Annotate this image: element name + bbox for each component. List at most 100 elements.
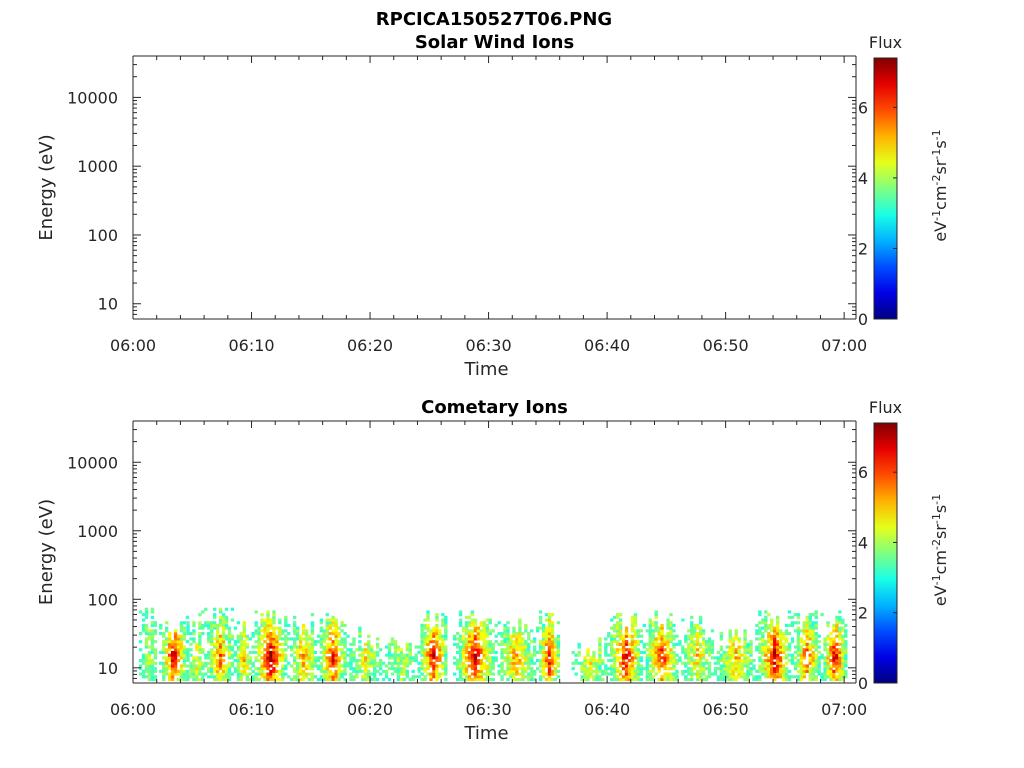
heatmap-cell: [776, 632, 780, 636]
heatmap-cell: [322, 675, 326, 679]
heatmap-cell: [719, 648, 724, 652]
heatmap-cell: [236, 656, 241, 660]
heatmap-cell: [657, 648, 661, 652]
heatmap-cell: [728, 659, 732, 663]
heatmap-cell: [737, 664, 741, 668]
heatmap-cell: [817, 656, 821, 660]
heatmap-cell: [832, 659, 836, 663]
heatmap-cell: [189, 675, 193, 679]
heatmap-cell: [506, 648, 510, 652]
heatmap-cell: [346, 653, 350, 657]
heatmap-cell: [473, 621, 478, 625]
heatmap-cell: [613, 650, 617, 655]
heatmap-cell: [802, 675, 807, 679]
heatmap-cell: [488, 632, 492, 636]
heatmap-cell: [722, 672, 727, 676]
heatmap-cell: [669, 634, 673, 638]
heatmap-cell: [310, 626, 315, 630]
heatmap-cell: [313, 642, 318, 646]
heatmap-cell: [173, 661, 178, 665]
heatmap-cell: [328, 656, 332, 660]
heatmap-cell: [636, 661, 641, 665]
heatmap-cell: [618, 656, 623, 660]
heatmap-cell: [515, 632, 519, 636]
heatmap-cell: [173, 669, 178, 673]
heatmap-cell: [162, 634, 166, 638]
heatmap-cell: [613, 640, 617, 644]
heatmap-cell: [844, 661, 848, 665]
heatmap-cell: [153, 621, 158, 625]
heatmap-cell: [613, 675, 617, 679]
heatmap-cell: [284, 648, 288, 652]
heatmap-cell: [832, 640, 836, 644]
heatmap-cell: [657, 645, 661, 649]
heatmap-cell: [764, 640, 768, 644]
heatmap-cell: [358, 653, 362, 657]
heatmap-cell: [153, 677, 158, 682]
y-tick-label: 100: [87, 226, 118, 245]
heatmap-cell: [829, 677, 833, 682]
heatmap-cell: [814, 610, 818, 614]
heatmap-cell: [773, 677, 777, 682]
heatmap-cell: [373, 653, 377, 657]
colorbar-tick-label: 2: [858, 239, 868, 258]
heatmap-cell: [153, 656, 158, 660]
heatmap-cell: [761, 667, 765, 671]
heatmap-cell: [337, 626, 341, 630]
heatmap-cell: [295, 629, 300, 633]
heatmap-cell: [221, 650, 226, 655]
heatmap-cell: [684, 637, 688, 641]
heatmap-cell: [257, 637, 261, 641]
heatmap-cell: [701, 642, 706, 646]
heatmap-cell: [390, 664, 395, 668]
heatmap-cell: [476, 648, 481, 652]
heatmap-cell: [787, 623, 792, 628]
heatmap-cell: [826, 664, 830, 668]
heatmap-cell: [384, 653, 389, 657]
heatmap-cell: [170, 640, 175, 644]
heatmap-cell: [420, 661, 424, 665]
heatmap-cell: [613, 659, 617, 663]
heatmap-cell: [844, 656, 848, 660]
heatmap-cell: [473, 664, 478, 668]
heatmap-cell: [684, 675, 688, 679]
heatmap-cell: [841, 618, 845, 622]
heatmap-cell: [337, 642, 341, 646]
heatmap-cell: [767, 634, 771, 638]
heatmap-cell: [438, 675, 442, 679]
heatmap-cell: [186, 623, 190, 628]
heatmap-cell: [435, 629, 439, 633]
heatmap-cell: [506, 634, 510, 638]
heatmap-cell: [485, 623, 489, 628]
heatmap-cell: [660, 650, 664, 655]
heatmap-cell: [272, 615, 276, 619]
heatmap-cell: [506, 653, 510, 657]
heatmap-cell: [494, 650, 498, 655]
heatmap-cell: [621, 645, 626, 649]
heatmap-cell: [618, 618, 623, 622]
heatmap-cell: [710, 642, 715, 646]
heatmap-cell: [322, 659, 326, 663]
heatmap-cell: [393, 642, 398, 646]
heatmap-cell: [553, 667, 558, 671]
heatmap-cell: [613, 672, 617, 676]
heatmap-cell: [150, 632, 155, 636]
heatmap-cell: [823, 672, 827, 676]
heatmap-cell: [737, 640, 741, 644]
heatmap-cell: [479, 675, 484, 679]
heatmap-cell: [805, 637, 809, 641]
heatmap-cell: [233, 642, 238, 646]
heatmap-cell: [521, 664, 525, 668]
heatmap-cell: [358, 629, 362, 633]
heatmap-cell: [571, 667, 575, 671]
heatmap-cell: [728, 669, 732, 673]
heatmap-cell: [651, 661, 655, 665]
heatmap-cell: [669, 621, 673, 625]
heatmap-cell: [429, 672, 433, 676]
heatmap-cell: [770, 621, 774, 625]
heatmap-cell: [254, 675, 258, 679]
heatmap-cell: [491, 661, 495, 665]
heatmap-cell: [550, 648, 555, 652]
heatmap-cell: [432, 669, 436, 673]
heatmap-cell: [776, 645, 780, 649]
